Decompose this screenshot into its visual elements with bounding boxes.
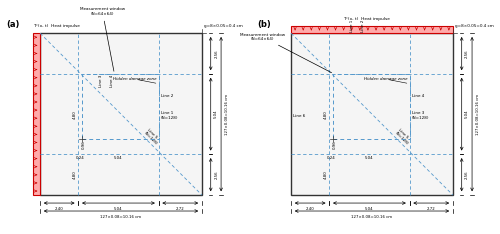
Text: Measurement window
(N=64×64): Measurement window (N=64×64) xyxy=(240,33,332,73)
Text: Line 1
(N=128): Line 1 (N=128) xyxy=(161,111,178,120)
Text: Line 5
(N=128): Line 5 (N=128) xyxy=(142,128,161,146)
Text: Line 5
(N=128): Line 5 (N=128) xyxy=(394,128,412,146)
Text: 2.56: 2.56 xyxy=(465,49,469,58)
Text: Line 6: Line 6 xyxy=(292,114,305,118)
Text: 127×0.08=10.16 cm: 127×0.08=10.16 cm xyxy=(476,94,480,135)
Text: (a): (a) xyxy=(6,20,20,29)
Text: Line 4: Line 4 xyxy=(110,75,114,87)
Text: 2.72: 2.72 xyxy=(176,207,184,211)
Bar xyxy=(40,33,202,195)
Text: g=8×0.05=0.4 cm: g=8×0.05=0.4 cm xyxy=(204,24,242,28)
Text: (b): (b) xyxy=(258,20,272,29)
Text: Line 3
(N=128): Line 3 (N=128) xyxy=(412,111,430,120)
Text: Line 4: Line 4 xyxy=(412,95,424,99)
Text: 2.56: 2.56 xyxy=(214,49,218,58)
Text: 127×0.08=10.16 cm: 127×0.08=10.16 cm xyxy=(100,215,141,219)
Text: Line 2: Line 2 xyxy=(161,95,173,99)
Text: Line 1: Line 1 xyxy=(350,20,354,32)
Text: 5.04: 5.04 xyxy=(465,110,469,118)
Text: 2.56: 2.56 xyxy=(214,170,218,179)
Text: 4.80: 4.80 xyxy=(324,170,328,179)
Text: 2.40: 2.40 xyxy=(55,207,64,211)
Text: 5.04: 5.04 xyxy=(214,110,218,118)
Text: T°(x, t)  Heat impulse: T°(x, t) Heat impulse xyxy=(33,24,80,28)
Text: Hidden damage zone: Hidden damage zone xyxy=(114,77,157,83)
Text: 2.72: 2.72 xyxy=(427,207,436,211)
Bar xyxy=(82,74,158,139)
Text: Line 3: Line 3 xyxy=(99,75,103,87)
Text: 4.80: 4.80 xyxy=(324,110,328,118)
Text: 127×0.08=10.16 cm: 127×0.08=10.16 cm xyxy=(224,94,228,135)
Text: 0.96: 0.96 xyxy=(82,141,86,149)
Text: 4.80: 4.80 xyxy=(73,170,77,179)
Text: 4.80: 4.80 xyxy=(73,110,77,118)
Bar xyxy=(291,26,453,33)
Text: 5.04: 5.04 xyxy=(365,156,374,160)
Text: 127×0.08=10.16 cm: 127×0.08=10.16 cm xyxy=(352,215,393,219)
Text: g=8×0.05=0.4 cm: g=8×0.05=0.4 cm xyxy=(454,24,494,28)
Text: T°(x, t)  Heat impulse: T°(x, t) Heat impulse xyxy=(343,17,390,21)
Bar xyxy=(33,33,40,195)
Bar xyxy=(291,33,453,195)
Text: 0.24: 0.24 xyxy=(327,156,336,160)
Text: Hidden damage zone: Hidden damage zone xyxy=(364,77,408,83)
Text: 5.04: 5.04 xyxy=(114,156,123,160)
Text: 2.40: 2.40 xyxy=(306,207,314,211)
Text: Measurement window
(N=64×64): Measurement window (N=64×64) xyxy=(80,7,125,71)
Text: 2.56: 2.56 xyxy=(465,170,469,179)
Text: 0.96: 0.96 xyxy=(333,141,337,149)
Text: 0.24: 0.24 xyxy=(76,156,84,160)
Bar xyxy=(333,74,409,139)
Text: 5.04: 5.04 xyxy=(365,207,374,211)
Text: 5.04: 5.04 xyxy=(114,207,123,211)
Text: Line 2: Line 2 xyxy=(361,19,365,32)
